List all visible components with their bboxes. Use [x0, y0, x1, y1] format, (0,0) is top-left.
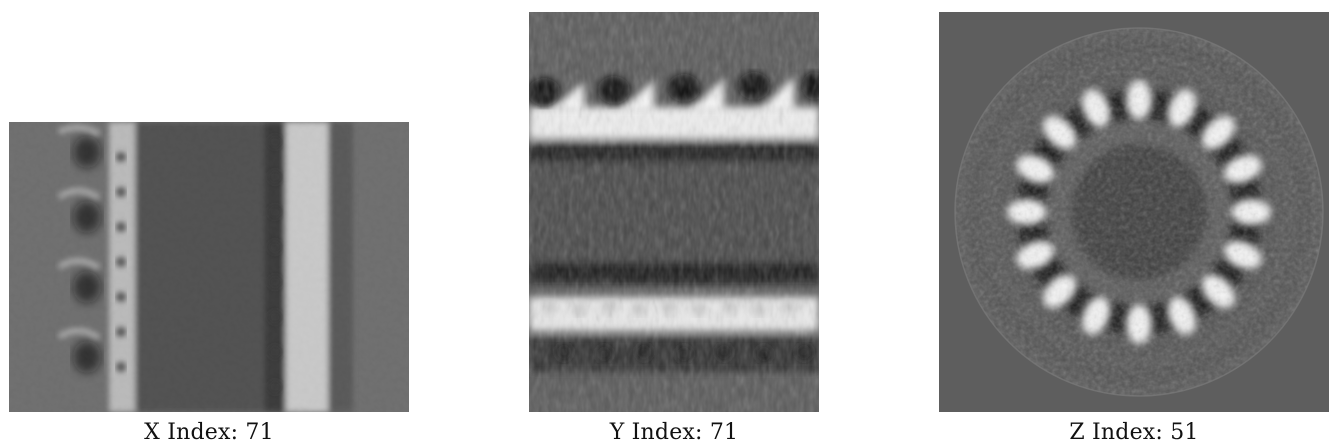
y-slice-svg — [529, 12, 819, 412]
x-index-label: X Index: — [144, 420, 239, 445]
z-slice-svg — [939, 12, 1329, 412]
x-slice-svg — [9, 122, 409, 412]
y-index-caption: Y Index: 71 — [529, 420, 819, 445]
z-index-value: 51 — [1170, 420, 1199, 445]
x-index-value: 71 — [245, 420, 274, 445]
x-slice-image — [9, 122, 409, 412]
z-index-caption: Z Index: 51 — [939, 420, 1329, 445]
z-slice-image — [939, 12, 1329, 412]
z-index-label: Z Index: — [1069, 420, 1164, 445]
y-slice-image — [529, 12, 819, 412]
y-index-value: 71 — [709, 420, 739, 445]
x-index-caption: X Index: 71 — [9, 420, 409, 445]
y-index-label: Y Index: — [609, 420, 703, 445]
